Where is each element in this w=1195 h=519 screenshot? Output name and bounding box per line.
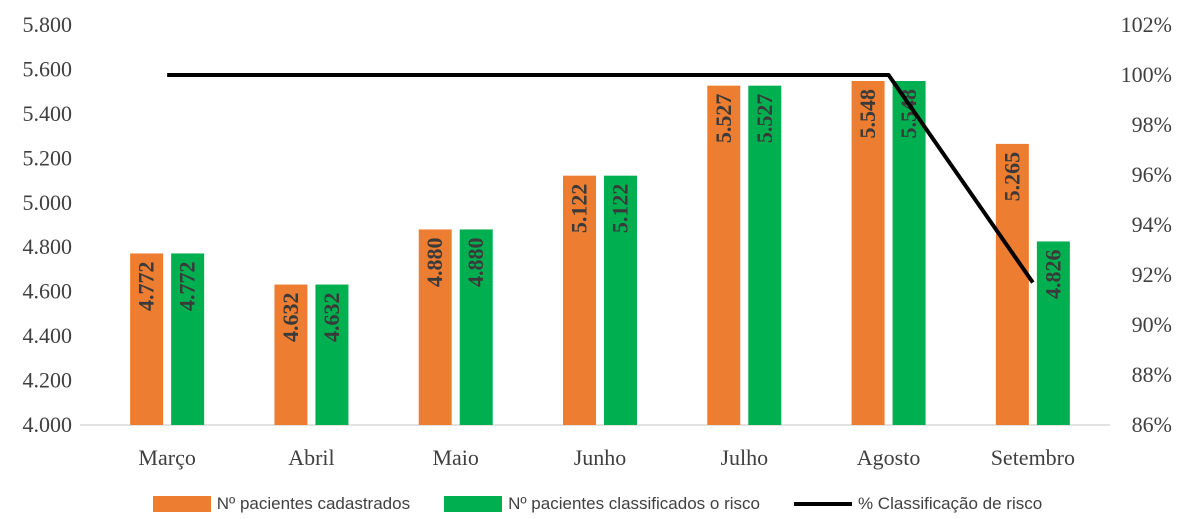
bar-data-label: 4.880 (463, 237, 488, 287)
y-right-tick-label: 96% (1132, 162, 1172, 187)
legend-item-classificados: Nº pacientes classificados o risco (444, 494, 760, 514)
bar-cadastrados (851, 81, 885, 425)
bar-classificados (459, 229, 493, 425)
y-right-tick-label: 88% (1132, 362, 1172, 387)
y-left-tick-label: 4.000 (23, 412, 73, 437)
bar-data-label: 4.632 (278, 293, 303, 343)
y-left-tick-label: 5.800 (23, 12, 73, 37)
x-category-label: Maio (432, 445, 478, 470)
bar-classificados (604, 175, 637, 425)
bar-classificados (1036, 241, 1070, 425)
legend-item-percentual: % Classificação de risco (793, 494, 1043, 514)
bar-data-label: 5.122 (567, 184, 592, 234)
y-left-tick-label: 4.800 (23, 234, 73, 259)
x-category-label: Abril (288, 445, 334, 470)
y-right-tick-label: 86% (1132, 412, 1172, 437)
x-category-label: Setembro (991, 445, 1075, 470)
bar-cadastrados (130, 253, 164, 425)
bar-data-label: 5.122 (608, 184, 633, 234)
bar-data-label: 4.880 (422, 237, 447, 287)
y-left-tick-label: 5.400 (23, 101, 73, 126)
legend: Nº pacientes cadastrados Nº pacientes cl… (0, 490, 1195, 518)
y-left-tick-label: 4.600 (23, 279, 73, 304)
bar-cadastrados (274, 284, 308, 425)
legend-label-cadastrados: Nº pacientes cadastrados (216, 494, 411, 513)
legend-swatch-line (793, 502, 852, 506)
y-right-tick-label: 92% (1132, 262, 1172, 287)
y-right-tick-label: 102% (1121, 12, 1172, 37)
bar-classificados (748, 85, 782, 426)
bar-data-label: 5.265 (999, 152, 1024, 202)
bar-cadastrados (707, 85, 741, 426)
x-category-label: Junho (574, 445, 627, 470)
y-right-tick-label: 100% (1121, 62, 1172, 87)
bar-cadastrados (563, 175, 596, 425)
series-line-classificacao-risco (167, 73, 1035, 284)
combo-chart: 4.000 4.200 4.400 4.600 4.800 5.000 5.200 5.400… (23, 12, 1173, 470)
y-left-tick-label: 4.400 (23, 323, 73, 348)
bar-data-label: 4.772 (175, 261, 200, 311)
y-right-tick-label: 90% (1132, 312, 1172, 337)
bar-data-label: 4.632 (319, 293, 344, 343)
y-left-tick-label: 5.600 (23, 56, 73, 81)
y-left-tick-label: 5.200 (23, 145, 73, 170)
bar-classificados (171, 253, 205, 425)
legend-swatch-orange (152, 496, 211, 512)
x-category-label: Março (138, 445, 195, 470)
bar-data-label: 4.772 (134, 261, 159, 311)
bar-data-label: 4.826 (1040, 249, 1065, 299)
bar-data-label: 5.548 (855, 89, 880, 139)
bar-classificados (892, 81, 926, 425)
y-right-tick-label: 98% (1132, 112, 1172, 137)
bar-cadastrados (995, 143, 1029, 425)
legend-item-cadastrados: Nº pacientes cadastrados (152, 494, 411, 514)
bar-cadastrados (418, 229, 452, 425)
y-right-tick-label: 94% (1132, 212, 1172, 237)
bar-classificados (315, 284, 349, 425)
legend-label-classificados: Nº pacientes classificados o risco (508, 494, 760, 513)
x-category-label: Julho (720, 445, 768, 470)
legend-label-percentual: % Classificação de risco (857, 494, 1043, 513)
bar-data-label: 5.527 (752, 94, 777, 143)
y-left-tick-label: 4.200 (23, 368, 73, 393)
x-category-label: Agosto (857, 445, 921, 470)
y-left-tick-label: 5.000 (23, 190, 73, 215)
bar-data-label: 5.527 (711, 94, 736, 143)
legend-swatch-green (444, 496, 503, 512)
